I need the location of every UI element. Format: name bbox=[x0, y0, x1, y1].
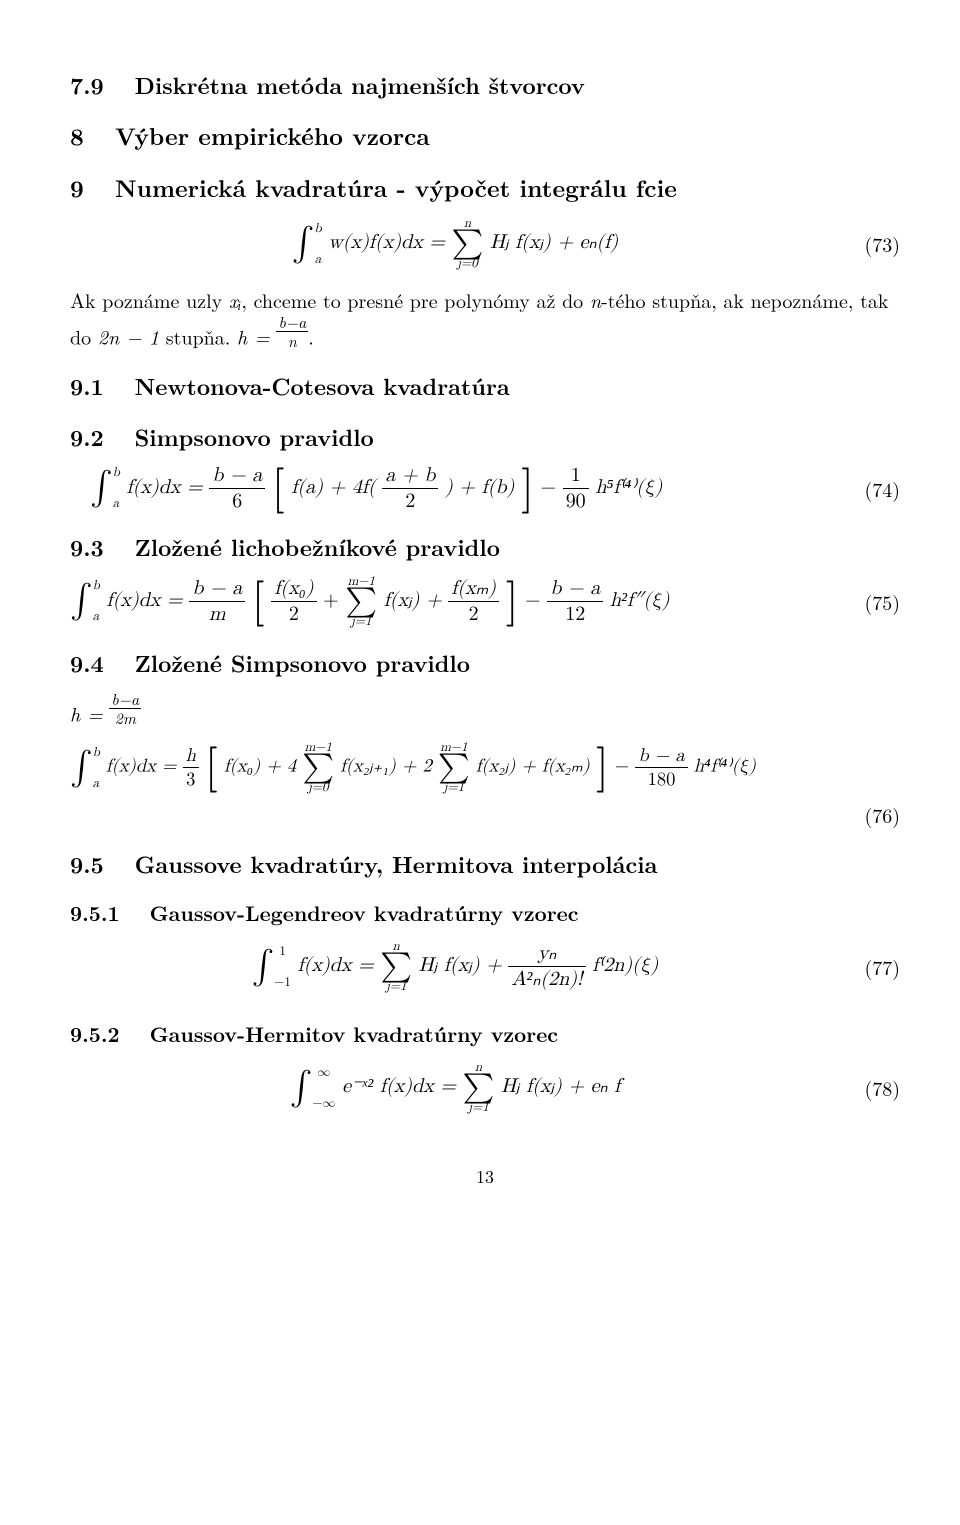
section-9-heading: 9 Numerická kvadratúra - výpočet integrá… bbox=[70, 171, 900, 205]
equation-number: (78) bbox=[840, 1073, 900, 1102]
h-definition: h = b−a2m bbox=[70, 691, 900, 728]
section-9-1-heading: 9.1 Newtonova-Cotesova kvadratúra bbox=[70, 369, 900, 402]
equation-number: (76) bbox=[840, 800, 900, 829]
equation-74: ∫ba f(x)dx = b − a6 [ f(a) + 4f( a + b2 … bbox=[70, 465, 900, 512]
section-num: 8 bbox=[70, 119, 84, 153]
sum-icon: n∑j=1 bbox=[380, 940, 412, 993]
section-9-5-1-heading: 9.5.1 Gaussov-Legendreov kvadratúrny vzo… bbox=[70, 898, 900, 928]
section-title: Gaussov-Legendreov kvadratúrny vzorec bbox=[150, 898, 579, 928]
section-title: Zložené Simpsonovo pravidlo bbox=[135, 646, 470, 679]
equation-body: ∫∞−∞ e⁻ˣ² f(x)dx = n∑j=1 Hⱼ f(xⱼ) + eₙ f bbox=[70, 1061, 840, 1114]
equation-body: ∫1−1 f(x)dx = n∑j=1 Hⱼ f(xⱼ) + yₙA²ₙ(2n)… bbox=[70, 940, 840, 993]
sum-icon: m−1∑j=0 bbox=[302, 741, 334, 794]
equation-body: ∫ba f(x)dx = b − am [ f(x₀)2 + m−1∑j=1 f… bbox=[70, 575, 840, 628]
sum-icon: n∑j=0 bbox=[452, 217, 484, 270]
section-num: 9.5.1 bbox=[70, 898, 120, 928]
integral-icon: ∫ bbox=[90, 476, 113, 500]
section-9-4-heading: 9.4 Zložené Simpsonovo pravidlo bbox=[70, 646, 900, 679]
page-number: 13 bbox=[70, 1164, 900, 1189]
equation-76: ∫ba f(x)dx = h3 [ f(x₀) + 4 m−1∑j=0 f(x₂… bbox=[70, 741, 900, 794]
section-title: Numerická kvadratúra - výpočet integrálu… bbox=[115, 171, 677, 205]
section-num: 9.3 bbox=[70, 530, 104, 563]
section-title: Zložené lichobežníkové pravidlo bbox=[135, 530, 500, 563]
section-7-9-heading: 7.9 Diskrétna metóda najmenších štvorcov bbox=[70, 68, 900, 101]
bracket-left-icon: [ bbox=[272, 470, 285, 507]
sum-icon: n∑j=1 bbox=[463, 1061, 495, 1114]
integral-icon: ∫ bbox=[70, 756, 93, 780]
paragraph-note: Ak poznáme uzly xᵢ, chceme to presné pre… bbox=[70, 286, 900, 351]
bracket-left-icon: [ bbox=[252, 583, 265, 620]
section-9-3-heading: 9.3 Zložené lichobežníkové pravidlo bbox=[70, 530, 900, 563]
section-num: 9.4 bbox=[70, 646, 104, 679]
equation-76-num-row: (76) bbox=[70, 800, 900, 829]
equation-77: ∫1−1 f(x)dx = n∑j=1 Hⱼ f(xⱼ) + yₙA²ₙ(2n)… bbox=[70, 940, 900, 993]
equation-75: ∫ba f(x)dx = b − am [ f(x₀)2 + m−1∑j=1 f… bbox=[70, 575, 900, 628]
section-num: 9.2 bbox=[70, 420, 104, 453]
section-title: Simpsonovo pravidlo bbox=[135, 420, 374, 453]
section-8-heading: 8 Výber empirického vzorca bbox=[70, 119, 900, 153]
section-9-5-heading: 9.5 Gaussove kvadratúry, Hermitova inter… bbox=[70, 847, 900, 880]
equation-body: ∫ba w(x)f(x)dx = n∑j=0 Hⱼ f(xⱼ) + eₙ(f) bbox=[70, 217, 840, 270]
section-9-5-2-heading: 9.5.2 Gaussov-Hermitov kvadratúrny vzore… bbox=[70, 1019, 900, 1049]
equation-number: (73) bbox=[840, 229, 900, 258]
equation-body: ∫ba f(x)dx = b − a6 [ f(a) + 4f( a + b2 … bbox=[70, 465, 840, 512]
sum-icon: m−1∑j=1 bbox=[438, 741, 470, 794]
equation-number: (75) bbox=[840, 587, 900, 616]
equation-number: (74) bbox=[840, 474, 900, 503]
equation-73: ∫ba w(x)f(x)dx = n∑j=0 Hⱼ f(xⱼ) + eₙ(f) … bbox=[70, 217, 900, 270]
section-title: Gaussove kvadratúry, Hermitova interpolá… bbox=[135, 847, 658, 880]
section-title: Výber empirického vzorca bbox=[115, 119, 430, 153]
equation-number: (77) bbox=[840, 952, 900, 981]
integral-icon: ∫ bbox=[292, 232, 315, 256]
equation-body: ∫ba f(x)dx = h3 [ f(x₀) + 4 m−1∑j=0 f(x₂… bbox=[70, 741, 900, 794]
bracket-left-icon: [ bbox=[205, 749, 218, 786]
bracket-right-icon: ] bbox=[521, 470, 534, 507]
section-num: 9.5.2 bbox=[70, 1019, 120, 1049]
section-9-2-heading: 9.2 Simpsonovo pravidlo bbox=[70, 420, 900, 453]
sum-icon: m−1∑j=1 bbox=[345, 575, 377, 628]
section-num: 7.9 bbox=[70, 68, 104, 101]
equation-78: ∫∞−∞ e⁻ˣ² f(x)dx = n∑j=1 Hⱼ f(xⱼ) + eₙ f… bbox=[70, 1061, 900, 1114]
section-title: Diskrétna metóda najmenších štvorcov bbox=[135, 68, 585, 101]
integral-icon: ∫ bbox=[252, 955, 275, 979]
integral-icon: ∫ bbox=[70, 589, 93, 613]
integral-icon: ∫ bbox=[290, 1076, 313, 1100]
section-title: Newtonova-Cotesova kvadratúra bbox=[135, 369, 510, 402]
section-title: Gaussov-Hermitov kvadratúrny vzorec bbox=[150, 1019, 558, 1049]
section-num: 9.1 bbox=[70, 369, 104, 402]
section-num: 9.5 bbox=[70, 847, 104, 880]
bracket-right-icon: ] bbox=[506, 583, 519, 620]
section-num: 9 bbox=[70, 171, 84, 205]
bracket-right-icon: ] bbox=[596, 749, 609, 786]
